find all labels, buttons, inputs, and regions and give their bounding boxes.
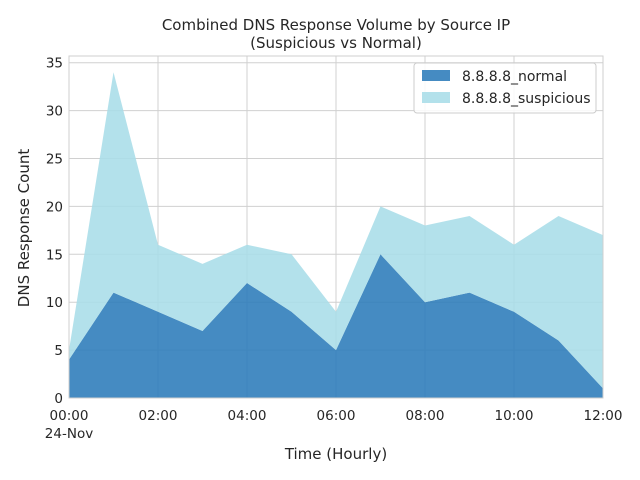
y-tick-label: 0 xyxy=(54,391,63,407)
x-tick-label: 00:00 xyxy=(50,408,89,424)
y-axis-label: DNS Response Count xyxy=(15,149,33,308)
plot-frame xyxy=(68,55,604,399)
legend-swatch xyxy=(422,92,450,103)
x-tick-label: 06:00 xyxy=(317,408,356,424)
x-tick-sublabel: 24-Nov xyxy=(45,426,93,442)
legend: 8.8.8.8_normal 8.8.8.8_suspicious xyxy=(413,62,597,114)
chart-title: Combined DNS Response Volume by Source I… xyxy=(162,16,510,34)
y-tick-label: 15 xyxy=(46,247,63,263)
x-tick-label: 02:00 xyxy=(139,408,178,424)
x-tick-label: 10:00 xyxy=(495,408,534,424)
chart-subtitle: (Suspicious vs Normal) xyxy=(250,34,422,52)
x-tick-label: 12:00 xyxy=(584,408,623,424)
y-tick-label: 30 xyxy=(46,104,63,120)
plot-border xyxy=(68,55,604,399)
legend-label: 8.8.8.8_normal xyxy=(462,69,567,85)
axis-ticks: 0 5 10 15 20 25 30 35 00:00 24-Nov 02:00 04:00 06:00… xyxy=(45,56,623,442)
area-plot xyxy=(69,72,603,398)
y-tick-label: 35 xyxy=(46,56,63,72)
x-tick-label: 08:00 xyxy=(406,408,445,424)
y-tick-label: 10 xyxy=(46,295,63,311)
legend-swatch xyxy=(422,70,450,81)
legend-box xyxy=(413,62,597,114)
area-series-8-8-8-8-normal xyxy=(69,254,603,398)
y-tick-label: 5 xyxy=(54,343,63,359)
y-tick-label: 25 xyxy=(46,152,63,168)
legend-label: 8.8.8.8_suspicious xyxy=(462,91,591,107)
area-series-8-8-8-8-suspicious xyxy=(69,72,603,389)
y-tick-label: 20 xyxy=(46,199,63,215)
x-tick-label: 04:00 xyxy=(228,408,267,424)
x-axis-label: Time (Hourly) xyxy=(284,445,387,463)
